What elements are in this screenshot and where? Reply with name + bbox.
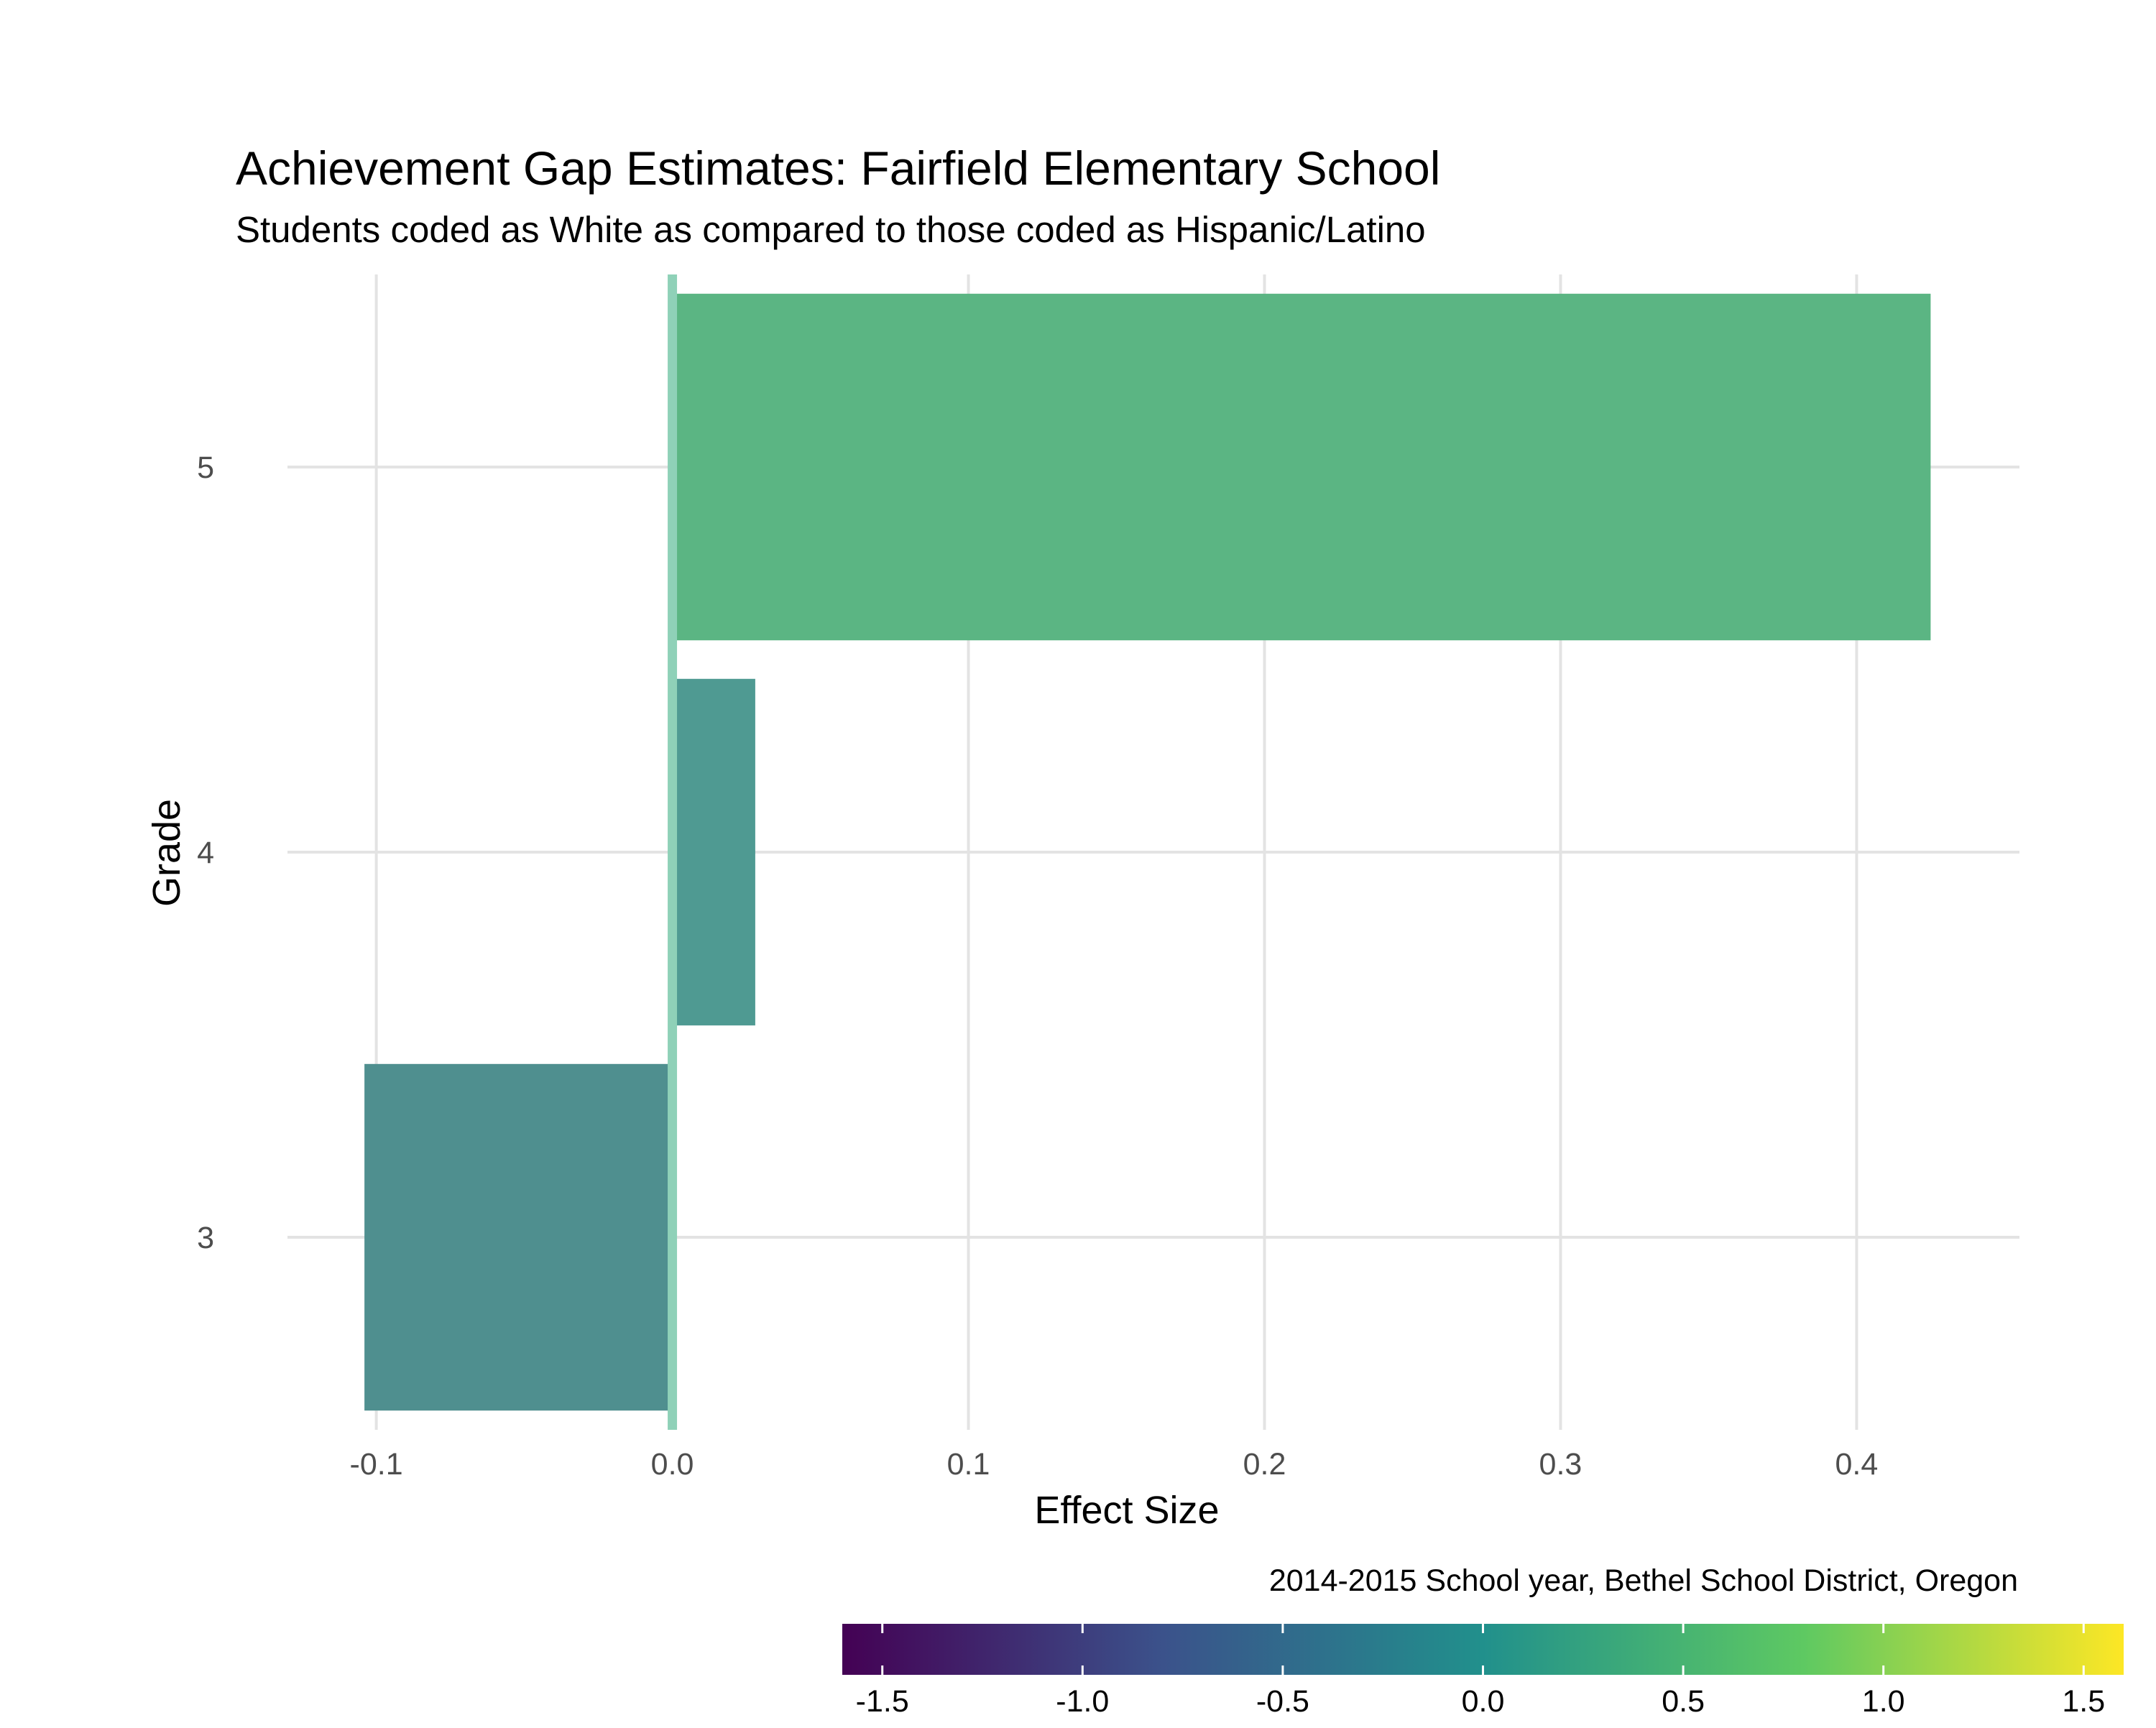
colorbar-tick-label: -1.5 xyxy=(856,1684,909,1719)
x-axis-title: Effect Size xyxy=(1034,1489,1219,1532)
colorbar-tick-label: 1.0 xyxy=(1862,1684,1905,1719)
x-tick-label: 0.2 xyxy=(1243,1447,1286,1482)
bar-grade-5 xyxy=(672,293,1931,641)
axis-layer: -0.1 0.0 0.1 0.2 0.3 0.4 3 4 5 xyxy=(197,451,1878,1482)
bar-layer xyxy=(364,274,1931,1430)
y-axis-title: Grade xyxy=(145,799,188,907)
y-tick-label: 3 xyxy=(197,1221,214,1255)
chart-caption: 2014-2015 School year, Bethel School Dis… xyxy=(1269,1563,2018,1598)
bar-grade-4 xyxy=(672,678,755,1026)
y-tick-label: 5 xyxy=(197,451,214,485)
colorbar: -1.5 -1.0 -0.5 0.0 0.5 1.0 1.5 xyxy=(842,1624,2124,1719)
chart-subtitle: Students coded as White as compared to t… xyxy=(236,209,1426,250)
y-tick-label: 4 xyxy=(197,836,214,870)
x-tick-label: 0.4 xyxy=(1835,1447,1879,1482)
colorbar-tick-label: 0.0 xyxy=(1462,1684,1505,1719)
colorbar-tick-label: 1.5 xyxy=(2062,1684,2105,1719)
colorbar-tick-label: -1.0 xyxy=(1056,1684,1109,1719)
x-tick-label: 0.3 xyxy=(1539,1447,1583,1482)
colorbar-tick-label: 0.5 xyxy=(1662,1684,1705,1719)
x-tick-label: 0.0 xyxy=(651,1447,694,1482)
chart-title: Achievement Gap Estimates: Fairfield Ele… xyxy=(236,142,1440,195)
colorbar-tick-label: -0.5 xyxy=(1256,1684,1309,1719)
bar-grade-3 xyxy=(364,1063,673,1411)
x-tick-label: -0.1 xyxy=(350,1447,403,1482)
x-tick-label: 0.1 xyxy=(947,1447,990,1482)
